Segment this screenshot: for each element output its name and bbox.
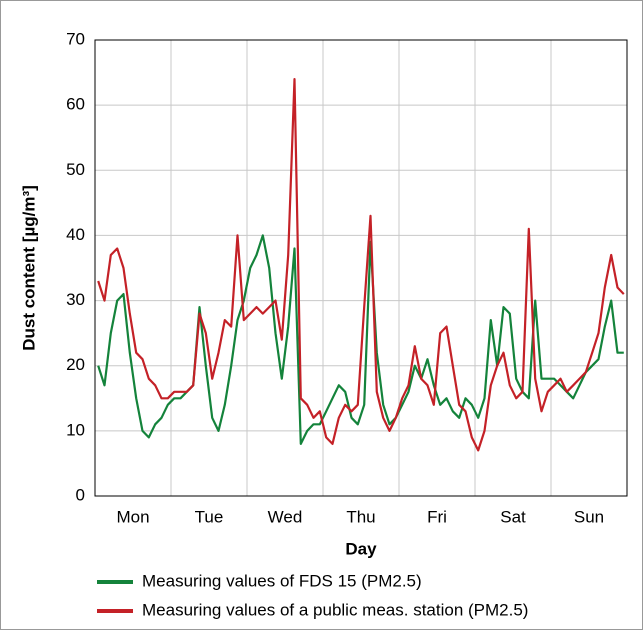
x-tick-label: Mon: [116, 507, 149, 526]
x-tick-label: Wed: [268, 507, 303, 526]
x-tick-label: Sat: [500, 507, 526, 526]
x-tick-label: Sun: [574, 507, 604, 526]
x-tick-label: Thu: [346, 507, 375, 526]
y-tick-label: 30: [66, 290, 85, 309]
y-tick-label: 60: [66, 95, 85, 114]
y-tick-label: 20: [66, 355, 85, 374]
y-tick-label: 70: [66, 29, 85, 48]
y-axis-label: Dust content [µg/m³]: [19, 185, 38, 351]
y-tick-label: 40: [66, 225, 85, 244]
y-tick-label: 0: [76, 485, 85, 504]
x-tick-label: Tue: [195, 507, 224, 526]
legend-label: Measuring values of FDS 15 (PM2.5): [142, 571, 422, 590]
x-tick-label: Fri: [427, 507, 447, 526]
series-line: [97, 78, 625, 452]
y-tick-label: 10: [66, 420, 85, 439]
x-axis-label: Day: [345, 539, 377, 558]
y-tick-label: 50: [66, 160, 85, 179]
plot-border: [94, 39, 628, 497]
legend-label: Measuring values of a public meas. stati…: [142, 600, 528, 619]
